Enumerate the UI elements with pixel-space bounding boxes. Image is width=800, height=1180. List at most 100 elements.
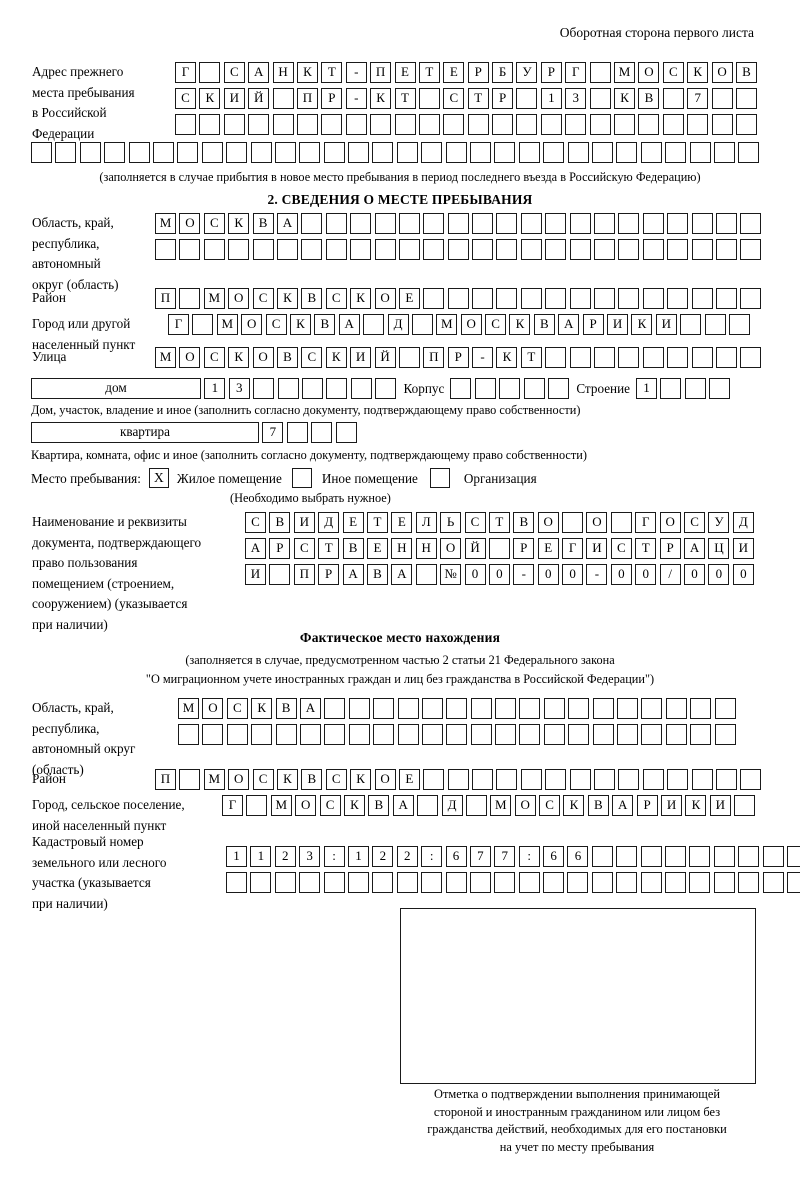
char-cell[interactable] <box>715 347 737 368</box>
char-cell[interactable]: К <box>276 769 298 790</box>
char-cell[interactable] <box>447 239 469 260</box>
char-cell[interactable]: О <box>295 795 317 816</box>
char-cell[interactable] <box>543 142 565 163</box>
char-cell[interactable] <box>274 872 296 893</box>
char-cell[interactable] <box>569 347 591 368</box>
char-cell[interactable] <box>253 378 275 399</box>
char-cell[interactable]: И <box>732 538 754 559</box>
char-cell[interactable] <box>667 288 689 309</box>
char-cell[interactable] <box>614 114 636 135</box>
char-cell[interactable]: Р <box>513 538 535 559</box>
char-cell[interactable]: С <box>684 512 706 533</box>
char-cell[interactable]: Д <box>387 314 409 335</box>
char-cell[interactable]: Т <box>394 88 416 109</box>
char-cell[interactable] <box>640 872 662 893</box>
char-cell[interactable] <box>350 239 372 260</box>
char-cell[interactable]: 1 <box>540 88 562 109</box>
char-cell[interactable] <box>326 378 348 399</box>
char-cell[interactable] <box>323 872 345 893</box>
char-cell[interactable]: О <box>586 512 608 533</box>
char-cell[interactable] <box>638 114 660 135</box>
char-cell[interactable] <box>740 288 762 309</box>
char-cell[interactable] <box>715 239 737 260</box>
char-cell[interactable] <box>684 378 706 399</box>
previous-address-row-3[interactable] <box>175 114 760 135</box>
char-cell[interactable]: П <box>155 769 176 790</box>
char-cell[interactable]: 7 <box>494 846 516 867</box>
char-cell[interactable]: И <box>607 314 629 335</box>
char-cell[interactable]: И <box>245 564 266 585</box>
char-cell[interactable] <box>592 698 614 719</box>
char-cell[interactable] <box>423 288 445 309</box>
char-cell[interactable]: К <box>614 88 636 109</box>
char-cell[interactable]: О <box>537 512 559 533</box>
char-cell[interactable] <box>470 724 492 745</box>
char-cell[interactable] <box>735 114 757 135</box>
char-cell[interactable] <box>250 142 272 163</box>
char-cell[interactable] <box>324 724 346 745</box>
char-cell[interactable] <box>520 288 542 309</box>
char-cell[interactable] <box>223 114 245 135</box>
char-cell[interactable] <box>299 872 321 893</box>
char-cell[interactable]: Т <box>635 538 657 559</box>
char-cell[interactable] <box>499 378 521 399</box>
char-cell[interactable] <box>520 769 542 790</box>
char-cell[interactable]: Р <box>269 538 291 559</box>
char-cell[interactable] <box>445 872 467 893</box>
char-cell[interactable]: Т <box>488 512 510 533</box>
char-cell[interactable]: : <box>323 846 345 867</box>
char-cell[interactable] <box>226 724 248 745</box>
char-cell[interactable] <box>286 422 308 443</box>
char-cell[interactable]: Р <box>540 62 562 83</box>
char-cell[interactable] <box>394 114 416 135</box>
char-cell[interactable] <box>372 142 394 163</box>
char-cell[interactable]: Н <box>415 538 437 559</box>
char-cell[interactable] <box>738 846 760 867</box>
char-cell[interactable] <box>520 239 542 260</box>
char-cell[interactable]: И <box>586 538 608 559</box>
char-cell[interactable] <box>518 142 540 163</box>
char-cell[interactable]: К <box>199 88 221 109</box>
char-cell[interactable] <box>373 724 395 745</box>
char-cell[interactable]: К <box>296 62 318 83</box>
char-cell[interactable] <box>372 872 394 893</box>
char-cell[interactable]: - <box>472 347 494 368</box>
char-cell[interactable]: 0 <box>684 564 706 585</box>
char-cell[interactable]: Е <box>342 512 364 533</box>
char-cell[interactable]: О <box>374 288 396 309</box>
char-cell[interactable]: А <box>245 538 266 559</box>
char-cell[interactable] <box>592 724 614 745</box>
char-cell[interactable]: 0 <box>610 564 632 585</box>
char-cell[interactable]: П <box>296 88 318 109</box>
char-cell[interactable] <box>738 142 760 163</box>
char-cell[interactable] <box>128 142 150 163</box>
stroenie-cells[interactable]: 1 <box>636 378 734 399</box>
char-cell[interactable]: С <box>245 512 266 533</box>
char-cell[interactable] <box>396 872 418 893</box>
char-cell[interactable]: О <box>228 288 250 309</box>
char-cell[interactable]: Л <box>415 512 437 533</box>
char-cell[interactable]: - <box>345 88 367 109</box>
char-cell[interactable] <box>786 872 800 893</box>
char-cell[interactable] <box>450 378 472 399</box>
char-cell[interactable]: А <box>248 62 270 83</box>
char-cell[interactable]: В <box>252 213 274 234</box>
char-cell[interactable] <box>175 114 196 135</box>
char-cell[interactable] <box>421 698 443 719</box>
char-cell[interactable] <box>345 114 367 135</box>
char-cell[interactable] <box>786 846 800 867</box>
char-cell[interactable] <box>665 142 687 163</box>
char-cell[interactable] <box>199 62 221 83</box>
char-cell[interactable] <box>738 872 760 893</box>
char-cell[interactable] <box>272 88 294 109</box>
char-cell[interactable] <box>618 213 640 234</box>
char-cell[interactable] <box>488 538 510 559</box>
char-cell[interactable]: 0 <box>732 564 754 585</box>
char-cell[interactable]: В <box>275 698 297 719</box>
char-cell[interactable] <box>492 114 514 135</box>
char-cell[interactable]: Д <box>441 795 463 816</box>
